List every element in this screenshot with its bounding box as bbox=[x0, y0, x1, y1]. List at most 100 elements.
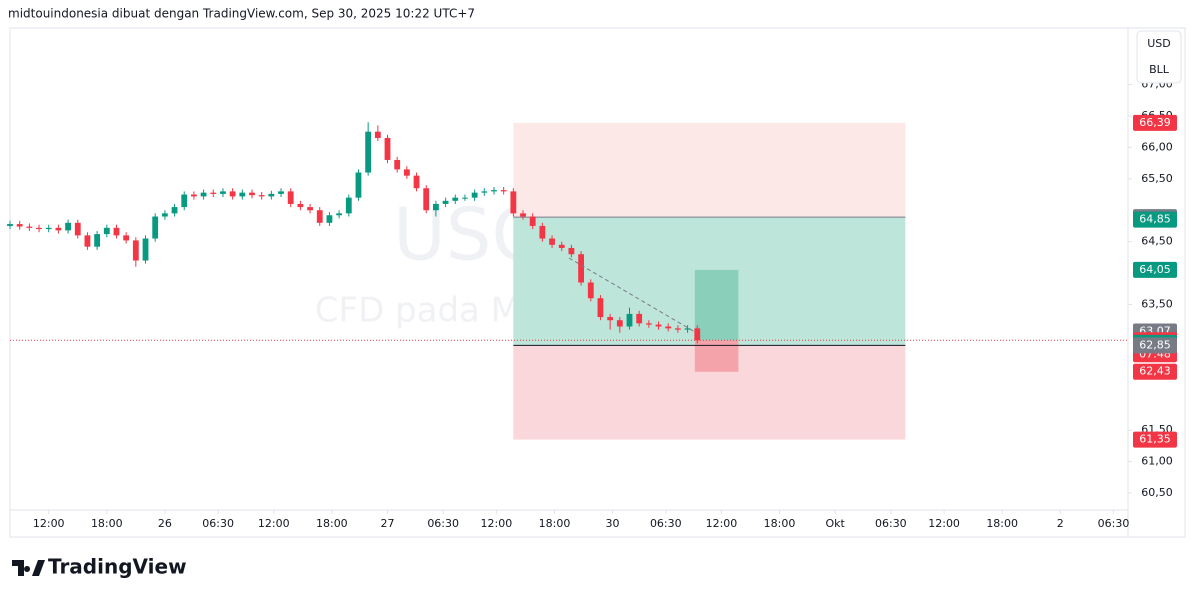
candle-body bbox=[113, 227, 120, 236]
x-tick-label: 06:30 bbox=[1098, 517, 1130, 530]
candle-body bbox=[326, 215, 333, 223]
candle-body bbox=[433, 203, 439, 211]
price-label-box bbox=[1133, 431, 1177, 448]
candle-body bbox=[229, 191, 236, 197]
candle-body bbox=[423, 188, 430, 211]
price-label: 62,85 bbox=[1139, 338, 1171, 351]
candle-body bbox=[355, 172, 362, 198]
candle-body bbox=[529, 216, 536, 226]
position-zone bbox=[694, 269, 739, 341]
candle-body bbox=[462, 197, 468, 199]
candle-body bbox=[239, 192, 246, 197]
x-tick-label: 26 bbox=[158, 517, 172, 530]
candle-body bbox=[471, 192, 478, 198]
candle-body bbox=[210, 192, 217, 194]
candle-body bbox=[413, 175, 420, 189]
candle-body bbox=[307, 207, 313, 211]
y-tick-label: 63,50 bbox=[1141, 297, 1173, 310]
x-tick-label: 12:00 bbox=[706, 517, 738, 530]
logo-icon bbox=[12, 560, 45, 576]
x-tick-label: 12:00 bbox=[258, 517, 290, 530]
candle-body bbox=[655, 324, 662, 327]
x-tick-label: 12:00 bbox=[928, 517, 960, 530]
candle-body bbox=[578, 254, 585, 283]
price-label-box bbox=[1133, 114, 1177, 131]
candle-body bbox=[481, 191, 488, 193]
candle-body bbox=[587, 282, 594, 299]
x-tick-label: 12:00 bbox=[481, 517, 513, 530]
candle-body bbox=[181, 194, 188, 208]
price-label-box bbox=[1133, 363, 1177, 380]
candle-body bbox=[297, 203, 304, 208]
x-tick-label: 12:00 bbox=[33, 517, 65, 530]
candle-body bbox=[249, 192, 255, 196]
candle-body bbox=[132, 240, 139, 261]
logo: TradingView bbox=[12, 555, 187, 579]
candle-body bbox=[336, 213, 343, 216]
price-label: 64,05 bbox=[1139, 263, 1171, 276]
y-tick-label: 66,00 bbox=[1141, 140, 1173, 153]
candle-body bbox=[161, 213, 168, 217]
candle-body bbox=[539, 225, 546, 239]
candle-body bbox=[345, 197, 352, 214]
x-tick-label: 30 bbox=[606, 517, 620, 530]
candle-body bbox=[316, 210, 323, 223]
price-labels: 66,3964,8964,8564,0563,0762,9307:4862,89… bbox=[1133, 114, 1177, 448]
candle-body bbox=[94, 234, 101, 247]
price-label-box bbox=[1133, 261, 1177, 278]
x-tick-label: 27 bbox=[381, 517, 395, 530]
candle-body bbox=[65, 222, 71, 231]
candle-body bbox=[384, 137, 391, 160]
candle-body bbox=[171, 207, 178, 214]
candle-body bbox=[191, 194, 197, 197]
x-tick-label: 06:30 bbox=[875, 517, 907, 530]
candle-body bbox=[7, 224, 13, 226]
candle-body bbox=[442, 200, 449, 204]
candle-body bbox=[568, 247, 575, 255]
price-label-box bbox=[1133, 211, 1177, 228]
candle-body bbox=[365, 131, 372, 173]
x-tick-label: 18:00 bbox=[986, 517, 1018, 530]
candle-body bbox=[74, 222, 81, 236]
y-tick-label: 64,50 bbox=[1141, 235, 1173, 248]
candle-body bbox=[142, 238, 149, 261]
candle-body bbox=[607, 317, 614, 321]
candle-body bbox=[645, 323, 652, 325]
candle-body bbox=[394, 159, 401, 170]
candle-body bbox=[626, 313, 633, 327]
candle-body bbox=[452, 197, 459, 201]
plot: 12:00 18:00 26 06:30 12:00 18:00 27 06:30 12:00 1… bbox=[7, 78, 1173, 530]
candle-body bbox=[665, 326, 672, 329]
candle-body bbox=[268, 193, 275, 197]
candle-body bbox=[278, 191, 284, 194]
candle-body bbox=[549, 238, 555, 245]
candle-body bbox=[103, 227, 110, 235]
x-tick-label: 18:00 bbox=[764, 517, 796, 530]
candle-body bbox=[152, 216, 159, 239]
candle-body bbox=[84, 235, 91, 247]
candle-body bbox=[374, 131, 381, 138]
candle-body bbox=[636, 313, 643, 324]
logo-text: TradingView bbox=[48, 555, 187, 579]
candle-body bbox=[520, 213, 526, 217]
y-tick-label: 60,50 bbox=[1141, 486, 1173, 499]
unit[interactable]: BLL bbox=[1149, 63, 1170, 76]
candle-body bbox=[258, 195, 265, 197]
header: midtouindonesia dibuat dengan TradingVie… bbox=[8, 7, 475, 21]
x-tick-label: 2 bbox=[1057, 517, 1064, 530]
chart-frame bbox=[9, 27, 1186, 538]
x-tick-label: 18:00 bbox=[539, 517, 571, 530]
price-label: 64,85 bbox=[1139, 213, 1171, 226]
candle-body bbox=[558, 244, 565, 248]
candle-body bbox=[510, 191, 517, 214]
currency[interactable]: USD bbox=[1147, 37, 1171, 50]
candle-body bbox=[491, 190, 497, 192]
currency-box[interactable] bbox=[1136, 30, 1182, 84]
y-tick-label: 65,50 bbox=[1141, 172, 1173, 185]
candle-body bbox=[403, 169, 410, 176]
price-label: 66,39 bbox=[1139, 116, 1171, 129]
candle-body bbox=[287, 191, 294, 204]
candle-body bbox=[694, 328, 701, 341]
